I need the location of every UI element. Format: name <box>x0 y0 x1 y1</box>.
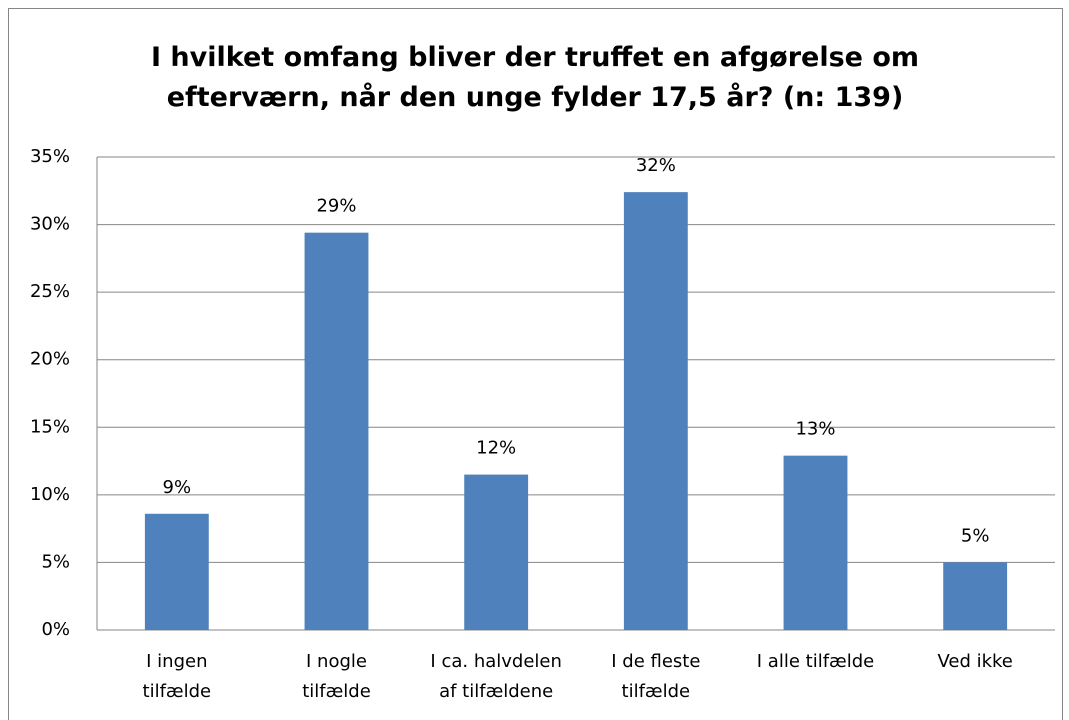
x-tick-label: tilfælde <box>622 681 691 702</box>
x-tick-label: Ved ikke <box>937 651 1012 672</box>
x-tick-label: I ingen <box>146 651 207 672</box>
data-label: 29% <box>316 196 356 217</box>
x-tick-label: af tilfældene <box>439 681 553 702</box>
bar <box>464 474 529 630</box>
x-tick-label: tilfælde <box>302 681 371 702</box>
data-label: 32% <box>636 155 676 176</box>
x-tick-label: I nogle <box>306 651 367 672</box>
data-label: 13% <box>795 419 835 440</box>
x-tick-label: I de fleste <box>611 651 700 672</box>
y-tick-label: 10% <box>30 484 70 505</box>
y-tick-label: 35% <box>30 146 70 167</box>
data-label: 5% <box>961 525 990 546</box>
y-tick-label: 30% <box>30 214 70 235</box>
chart-frame <box>8 8 1063 720</box>
x-tick-label: tilfælde <box>143 681 212 702</box>
y-tick-label: 15% <box>30 416 70 437</box>
bar <box>304 232 369 630</box>
y-tick-label: 0% <box>41 619 70 640</box>
y-tick-label: 25% <box>30 281 70 302</box>
data-label: 9% <box>163 477 192 498</box>
x-tick-label: I ca. halvdelen <box>430 651 561 672</box>
bar <box>943 562 1008 630</box>
chart-title: I hvilket omfang bliver der truffet en a… <box>150 42 920 113</box>
data-label: 12% <box>476 438 516 459</box>
bar <box>783 455 848 630</box>
bar <box>144 513 209 630</box>
y-tick-label: 5% <box>41 551 70 572</box>
bar <box>623 192 688 630</box>
y-tick-label: 20% <box>30 349 70 370</box>
x-tick-label: I alle tilfælde <box>757 651 874 672</box>
